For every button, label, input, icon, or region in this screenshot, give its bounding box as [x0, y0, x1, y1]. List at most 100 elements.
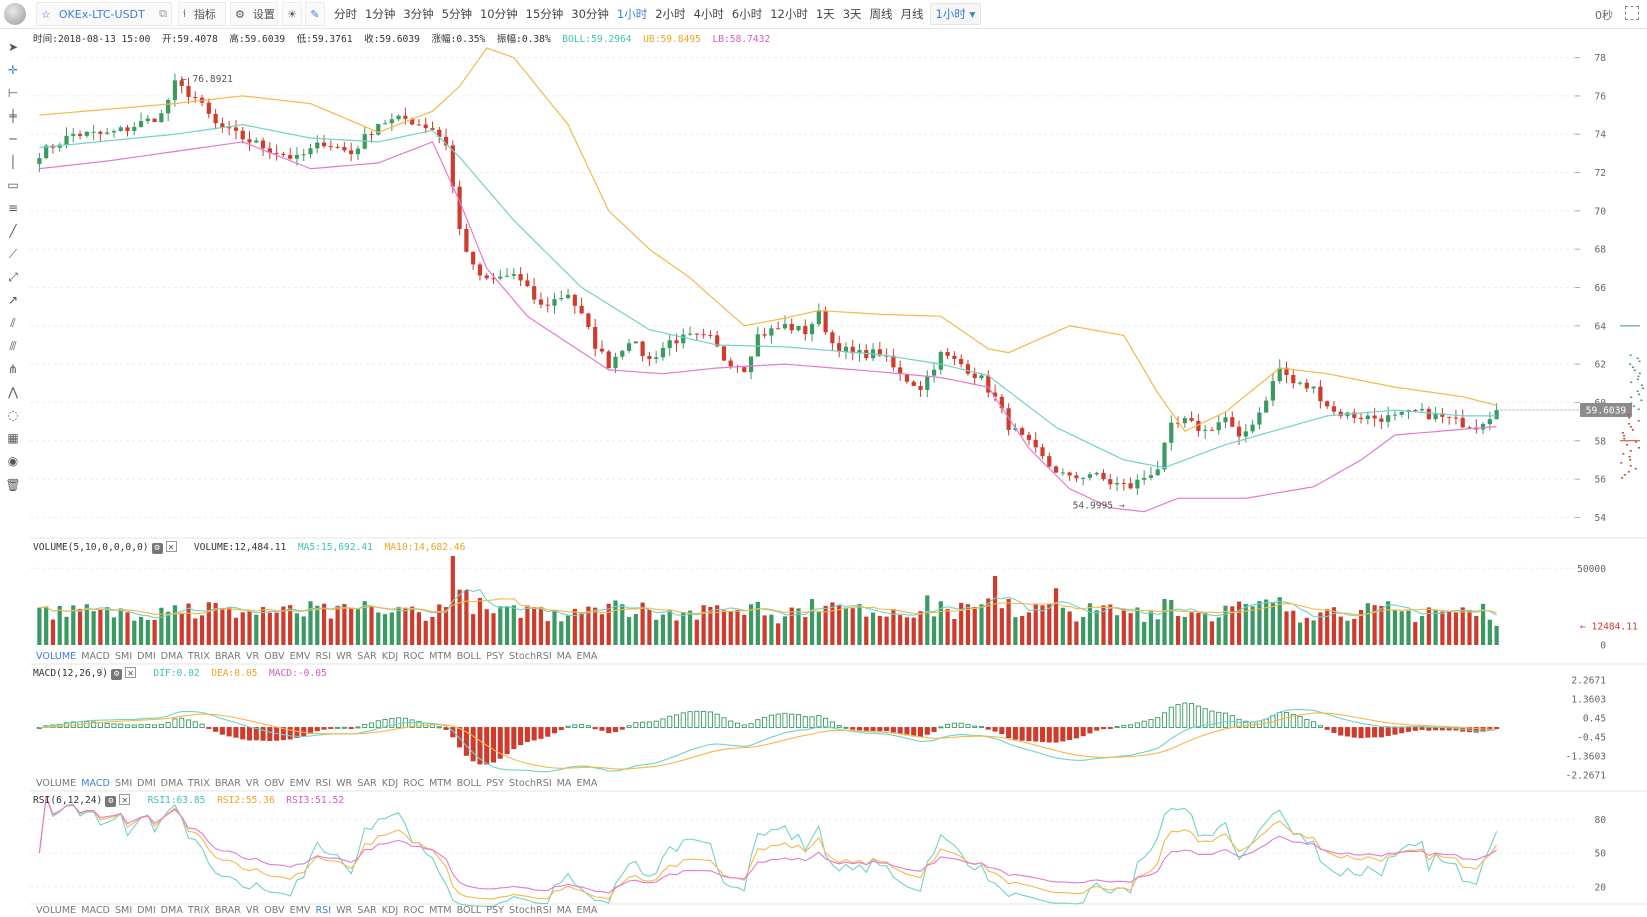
period-tab[interactable]: 2小时: [655, 7, 686, 21]
indicator-tab[interactable]: DMA: [160, 905, 183, 916]
indicator-tab[interactable]: MACD: [81, 778, 110, 789]
trend-line-icon[interactable]: ╱: [9, 224, 17, 238]
period-tab[interactable]: 周线: [869, 7, 893, 21]
indicator-tab[interactable]: VR: [245, 651, 260, 662]
indicator-tab[interactable]: BRAR: [214, 651, 241, 662]
indicator-tab[interactable]: EMV: [289, 905, 311, 916]
symbol-selector[interactable]: ☆ OKEx-LTC-USDT ⧉: [36, 2, 172, 26]
period-tab[interactable]: 1小时: [616, 7, 648, 21]
indicator-tab[interactable]: MA: [556, 651, 572, 662]
parallel-lines-icon[interactable]: ≡: [7, 201, 19, 215]
indicator-tab[interactable]: VR: [245, 778, 260, 789]
period-tab[interactable]: 6小时: [731, 7, 763, 21]
popout-icon[interactable]: ⧉: [159, 7, 167, 20]
indicators-button[interactable]: ⫮ 指标: [178, 2, 226, 26]
vertical-line-icon[interactable]: │: [9, 155, 17, 169]
indicator-tab[interactable]: WR: [336, 651, 353, 662]
period-tab[interactable]: 30分钟: [571, 7, 609, 21]
theme-toggle-button[interactable]: ☀: [282, 2, 302, 26]
indicator-tab[interactable]: VOLUME: [36, 778, 77, 789]
period-tab[interactable]: 15分钟: [525, 7, 564, 21]
crosshair-icon[interactable]: ✛: [7, 63, 19, 77]
pitchfork-icon[interactable]: ⋔: [7, 362, 19, 376]
indicator-tab[interactable]: VR: [245, 905, 260, 916]
indicator-tab[interactable]: OBV: [264, 905, 285, 916]
indicator-tab[interactable]: MACD: [81, 651, 110, 662]
period-tab[interactable]: 1分钟: [365, 7, 396, 21]
price-channel-icon[interactable]: ⫻: [9, 339, 17, 353]
close-icon[interactable]: ✕: [165, 541, 177, 553]
indicator-tab[interactable]: SMI: [114, 651, 133, 662]
arrow-line-icon[interactable]: ↗: [7, 293, 19, 307]
period-tab[interactable]: 4小时: [693, 7, 724, 21]
draw-toggle-button[interactable]: ✎: [305, 2, 325, 26]
indicator-tab[interactable]: VOLUME: [36, 651, 77, 662]
indicator-tab[interactable]: WR: [336, 905, 353, 916]
visibility-eye-icon[interactable]: ◉: [7, 454, 19, 468]
price-line-icon[interactable]: ▭: [7, 178, 19, 192]
gann-fan-icon[interactable]: ⋀: [8, 385, 18, 399]
indicator-tab[interactable]: PSY: [486, 651, 504, 662]
period-tab[interactable]: 12小时: [770, 7, 808, 21]
indicator-tab[interactable]: SAR: [357, 778, 377, 789]
indicator-tab[interactable]: MA: [556, 905, 572, 916]
settings-button[interactable]: ⚙ 设置: [230, 2, 278, 26]
gear-icon[interactable]: ⚙: [105, 796, 117, 807]
indicator-tab[interactable]: DMA: [160, 651, 183, 662]
horizontal-line-icon[interactable]: ─: [9, 132, 17, 146]
indicator-tab[interactable]: MTM: [429, 778, 452, 789]
fibonacci-spiral-icon[interactable]: ◌: [7, 408, 19, 422]
horizontal-ray-icon[interactable]: ╪: [9, 109, 17, 123]
indicator-tab[interactable]: TRIX: [187, 778, 210, 789]
indicator-tab[interactable]: BOLL: [456, 905, 482, 916]
period-tab[interactable]: 3分钟: [403, 7, 434, 21]
indicator-tab[interactable]: KDJ: [381, 651, 399, 662]
close-icon[interactable]: ✕: [119, 794, 131, 806]
horizontal-segment-icon[interactable]: ⊢: [7, 86, 19, 100]
indicator-tab[interactable]: PSY: [486, 778, 504, 789]
indicator-tab[interactable]: BRAR: [214, 778, 241, 789]
indicator-tab[interactable]: EMV: [289, 778, 311, 789]
period-tab[interactable]: 1天: [815, 7, 835, 21]
indicator-tab[interactable]: SMI: [114, 905, 133, 916]
indicator-tab[interactable]: OBV: [264, 651, 285, 662]
period-dropdown[interactable]: 1小时 ▾: [929, 3, 982, 25]
trend-ray-icon[interactable]: ⟋: [8, 247, 18, 261]
period-tab[interactable]: 分时: [334, 7, 357, 21]
indicator-tab[interactable]: DMI: [137, 778, 156, 789]
indicator-tab[interactable]: VOLUME: [36, 905, 77, 916]
close-icon[interactable]: ✕: [125, 667, 137, 679]
indicator-tab[interactable]: KDJ: [381, 905, 399, 916]
indicator-tab[interactable]: BOLL: [456, 778, 482, 789]
extended-line-icon[interactable]: ⤢: [8, 270, 18, 284]
period-tab[interactable]: 5分钟: [441, 7, 472, 21]
indicator-tab[interactable]: RSI: [315, 905, 332, 916]
indicator-tab[interactable]: OBV: [264, 778, 285, 789]
indicator-tab[interactable]: EMA: [576, 651, 598, 662]
indicator-tab[interactable]: StochRSI: [508, 778, 552, 789]
indicator-tab[interactable]: KDJ: [381, 778, 399, 789]
indicator-tab[interactable]: SAR: [357, 905, 377, 916]
indicator-tab[interactable]: MACD: [81, 905, 110, 916]
fullscreen-icon[interactable]: [1625, 6, 1639, 20]
indicator-tab[interactable]: MA: [556, 778, 572, 789]
indicator-tab[interactable]: TRIX: [187, 651, 210, 662]
indicator-tab[interactable]: StochRSI: [508, 651, 552, 662]
indicator-tab[interactable]: MTM: [429, 651, 452, 662]
indicator-tab[interactable]: EMA: [576, 778, 598, 789]
fibonacci-retracement-icon[interactable]: ▦: [7, 431, 19, 445]
indicator-tab[interactable]: RSI: [315, 651, 332, 662]
indicator-tab[interactable]: SMI: [114, 778, 133, 789]
indicator-tab[interactable]: SAR: [357, 651, 377, 662]
trash-icon[interactable]: 🗑: [5, 478, 21, 492]
indicator-tab[interactable]: BRAR: [214, 905, 241, 916]
indicator-tab[interactable]: ROC: [403, 905, 425, 916]
indicator-tab[interactable]: EMA: [576, 905, 598, 916]
indicator-tab[interactable]: DMA: [160, 778, 183, 789]
indicator-tab[interactable]: ROC: [403, 651, 425, 662]
indicator-tab[interactable]: PSY: [486, 905, 504, 916]
indicator-tab[interactable]: DMI: [137, 651, 156, 662]
period-tab[interactable]: 10分钟: [479, 7, 518, 21]
star-icon[interactable]: ☆: [41, 7, 51, 21]
